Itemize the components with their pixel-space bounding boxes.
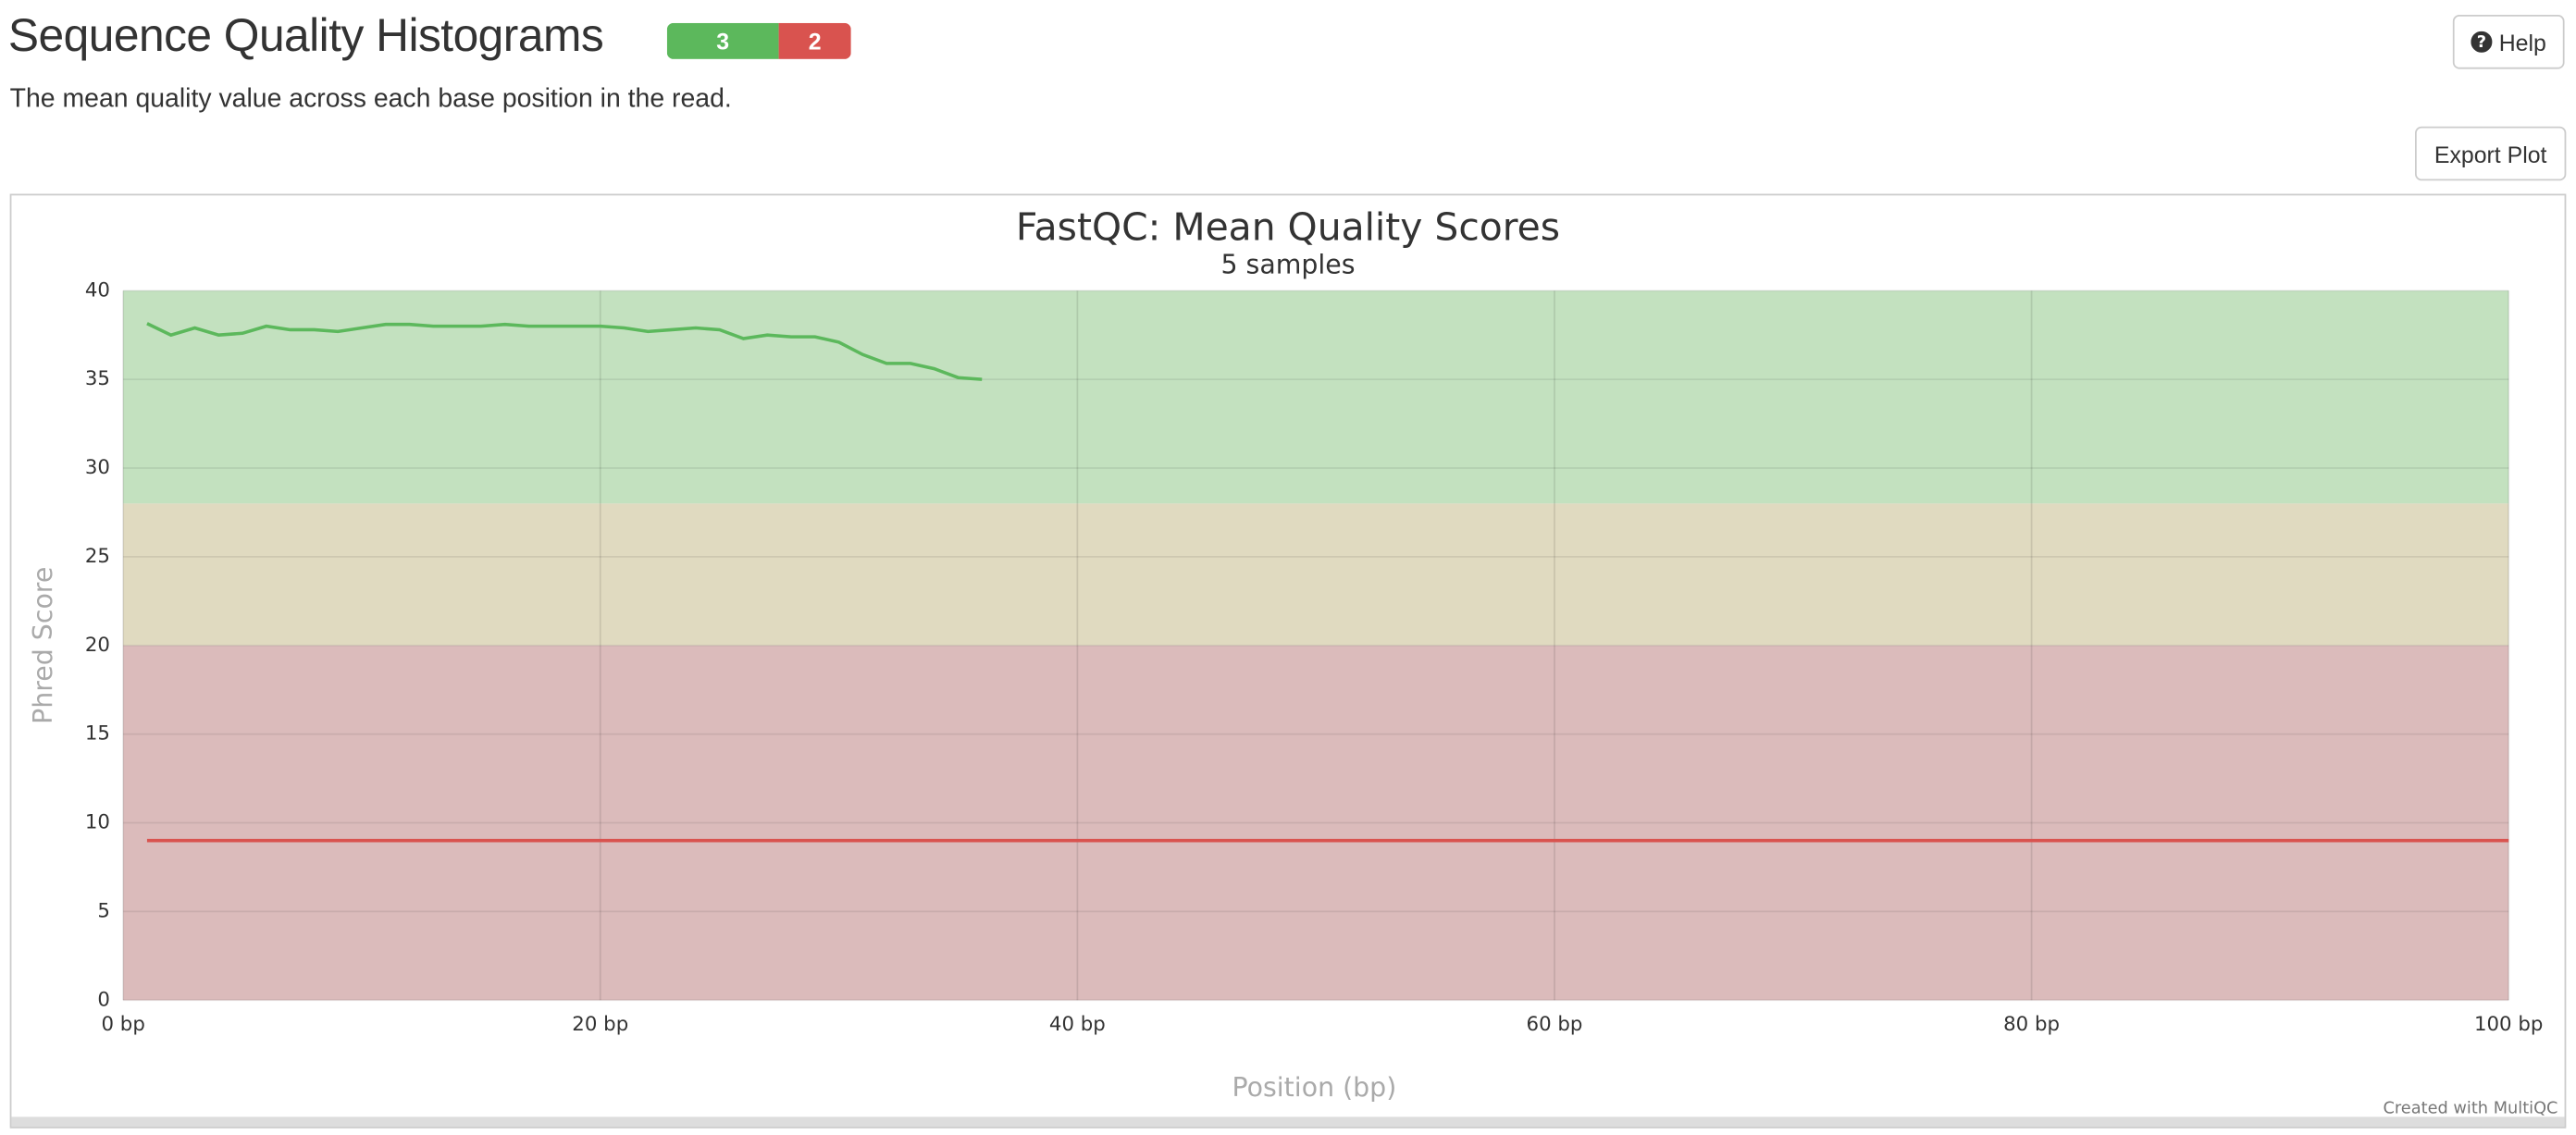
credit: Created with MultiQC: [2384, 1099, 2558, 1117]
x-tick-label: 100 bp: [2474, 1013, 2543, 1036]
x-tick-label: 60 bp: [1527, 1013, 1583, 1036]
y-tick-label: 25: [85, 545, 110, 568]
y-tick-label: 35: [85, 367, 110, 390]
y-axis-label: Phred Score: [28, 567, 58, 724]
help-label: Help: [2498, 29, 2546, 56]
x-tick-label: 40 bp: [1049, 1013, 1106, 1036]
y-tick-label: 5: [97, 899, 110, 922]
y-tick-label: 20: [85, 634, 110, 657]
y-tick-label: 30: [85, 456, 110, 479]
section-title: Sequence Quality Histograms: [7, 9, 604, 61]
help-icon: ?: [2471, 31, 2493, 53]
help-button[interactable]: ? Help: [2452, 14, 2565, 69]
fail-badge[interactable]: 2: [778, 22, 851, 59]
status-badges: 3 2: [666, 22, 851, 59]
export-button[interactable]: Export Plot: [2414, 126, 2567, 181]
svg-text:?: ?: [2477, 33, 2486, 52]
chart-title: FastQC: Mean Quality Scores: [1016, 205, 1560, 250]
chart: FastQC: Mean Quality Scores 5 samples Po…: [11, 205, 2565, 1127]
y-tick-label: 0: [97, 988, 110, 1011]
y-tick-label: 10: [85, 811, 110, 834]
description: The mean quality value across each base …: [9, 85, 732, 114]
x-tick-label: 20 bp: [572, 1013, 628, 1036]
y-tick-label: 15: [85, 722, 110, 746]
quality-band: [123, 645, 2509, 1001]
plot-box: FastQC: Mean Quality Scores 5 samples Po…: [9, 193, 2567, 1129]
pass-badge[interactable]: 3: [666, 22, 779, 59]
resize-handle[interactable]: [11, 1116, 2565, 1127]
x-tick-label: 0 bp: [101, 1013, 144, 1036]
series-line: [146, 322, 983, 381]
chart-subtitle: 5 samples: [1220, 250, 1355, 280]
y-tick-label: 40: [85, 278, 110, 302]
quality-band: [123, 503, 2509, 646]
x-tick-label: 80 bp: [2003, 1013, 2060, 1036]
quality-band: [123, 290, 2509, 504]
x-axis-label: Position (bp): [1232, 1072, 1397, 1103]
